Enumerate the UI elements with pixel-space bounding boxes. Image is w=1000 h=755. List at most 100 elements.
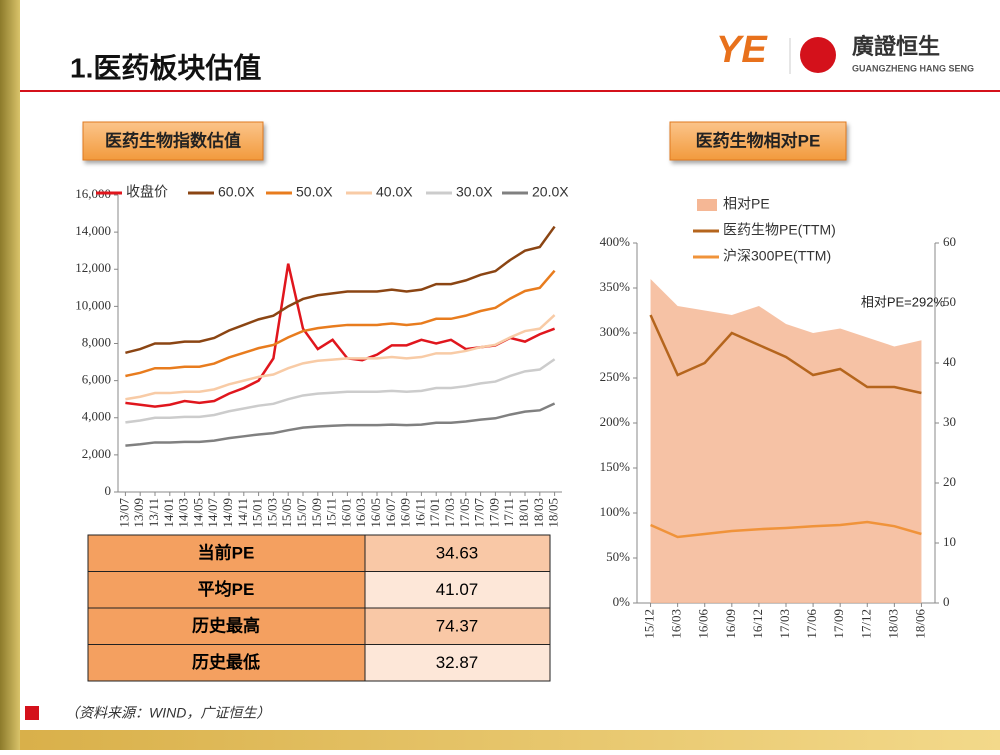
x-tick-label: 16/12 <box>750 609 765 639</box>
x-tick-label: 18/01 <box>516 498 531 528</box>
x-tick-label: 15/01 <box>250 498 265 528</box>
row-value: 32.87 <box>436 653 479 672</box>
y-tick-label: 400% <box>600 234 631 249</box>
slide-title: 1.医药板块估值 <box>70 52 261 83</box>
y2-tick-label: 20 <box>943 474 956 489</box>
y-tick-label: 8,000 <box>82 334 111 349</box>
x-tick-label: 18/05 <box>546 498 561 528</box>
x-tick-label: 18/06 <box>912 609 927 639</box>
table-cell <box>364 644 551 682</box>
y2-tick-label: 30 <box>943 414 956 429</box>
y-tick-label: 6,000 <box>82 372 111 387</box>
line <box>125 225 556 354</box>
y2-tick-label: 40 <box>943 354 956 369</box>
footer-square <box>25 706 39 720</box>
y-tick-label: 12,000 <box>75 260 111 275</box>
y-tick-label: 200% <box>600 414 631 429</box>
y-tick-label: 14,000 <box>75 223 111 238</box>
x-tick-label: 14/01 <box>161 498 176 528</box>
y-tick-label: 16,000 <box>75 186 111 201</box>
y-tick-label: 0 <box>105 483 112 498</box>
y-tick-label: 300% <box>600 324 631 339</box>
line <box>125 269 556 378</box>
logo-sub: GUANGZHENG HANG SENG <box>852 63 974 73</box>
x-tick-label: 17/03 <box>442 498 457 528</box>
x-tick-label: 17/07 <box>472 498 487 528</box>
x-tick-label: 15/11 <box>324 498 339 527</box>
side-strip <box>0 0 20 750</box>
x-tick-label: 17/09 <box>486 498 501 528</box>
x-tick-label: 14/11 <box>235 498 250 527</box>
x-tick-label: 16/09 <box>723 609 738 639</box>
x-tick-label: 17/09 <box>831 609 846 639</box>
legend-label: 50.0X <box>296 184 333 200</box>
line <box>650 520 922 539</box>
bottom-strip <box>20 730 1000 750</box>
x-tick-label: 15/09 <box>309 498 324 528</box>
area <box>650 279 922 603</box>
chart-title: 医药生物指数估值 <box>105 130 241 150</box>
x-tick-label: 16/05 <box>368 498 383 528</box>
x-tick-label: 13/07 <box>116 498 131 528</box>
line <box>125 263 556 408</box>
legend-label: 40.0X <box>376 184 413 200</box>
x-tick-label: 18/03 <box>885 609 900 639</box>
y-tick-label: 10,000 <box>75 297 111 312</box>
x-tick-label: 14/03 <box>176 498 191 528</box>
table-cell <box>87 571 366 609</box>
row-label: 历史最高 <box>192 615 260 635</box>
row-label: 历史最低 <box>192 652 260 672</box>
x-tick-label: 14/09 <box>220 498 235 528</box>
legend-swatch <box>697 199 717 211</box>
x-tick-label: 16/06 <box>696 609 711 639</box>
row-label: 当前PE <box>198 542 255 562</box>
x-tick-label: 15/07 <box>294 498 309 528</box>
x-tick-label: 16/07 <box>383 498 398 528</box>
row-value: 41.07 <box>436 580 479 599</box>
logo-mark: YE <box>716 29 768 71</box>
x-tick-label: 16/11 <box>412 498 427 527</box>
legend-label: 30.0X <box>456 184 493 200</box>
logo-name: 廣證恒生 <box>852 34 940 59</box>
row-value: 34.63 <box>436 543 479 562</box>
table-cell <box>364 607 551 645</box>
legend-label: 相对PE <box>723 196 770 212</box>
y2-tick-label: 50 <box>943 294 956 309</box>
y-tick-label: 50% <box>606 549 630 564</box>
y-tick-label: 100% <box>600 504 631 519</box>
x-tick-label: 14/07 <box>205 498 220 528</box>
x-tick-label: 13/11 <box>146 498 161 527</box>
line <box>649 314 922 395</box>
line <box>125 358 556 424</box>
y2-tick-label: 10 <box>943 534 956 549</box>
y-tick-label: 2,000 <box>82 446 111 461</box>
table-cell <box>87 534 366 572</box>
x-tick-label: 13/09 <box>131 498 146 528</box>
x-tick-label: 15/12 <box>642 609 657 639</box>
line <box>125 402 556 447</box>
chart-label-box <box>82 121 264 161</box>
legend-label: 收盘价 <box>126 184 168 200</box>
source-note: （资料来源：WIND，广证恒生） <box>65 705 270 721</box>
chart-label-box <box>669 121 847 161</box>
y-tick-label: 350% <box>600 279 631 294</box>
table-cell <box>87 644 366 682</box>
y2-tick-label: 60 <box>943 234 956 249</box>
row-value: 74.37 <box>436 616 479 635</box>
y2-tick-label: 0 <box>943 594 950 609</box>
x-tick-label: 17/05 <box>457 498 472 528</box>
table-cell <box>364 571 551 609</box>
y-tick-label: 250% <box>600 369 631 384</box>
y-tick-label: 150% <box>600 459 631 474</box>
x-tick-label: 16/01 <box>338 498 353 528</box>
x-tick-label: 17/12 <box>858 609 873 639</box>
legend-label: 医药生物PE(TTM) <box>723 222 836 238</box>
logo-seal <box>800 37 836 73</box>
x-tick-label: 16/03 <box>353 498 368 528</box>
legend-label: 60.0X <box>218 184 255 200</box>
x-tick-label: 16/09 <box>398 498 413 528</box>
annotation: 相对PE=292% <box>861 294 946 309</box>
x-tick-label: 18/03 <box>531 498 546 528</box>
x-tick-label: 14/05 <box>190 498 205 528</box>
x-tick-label: 17/11 <box>501 498 516 527</box>
